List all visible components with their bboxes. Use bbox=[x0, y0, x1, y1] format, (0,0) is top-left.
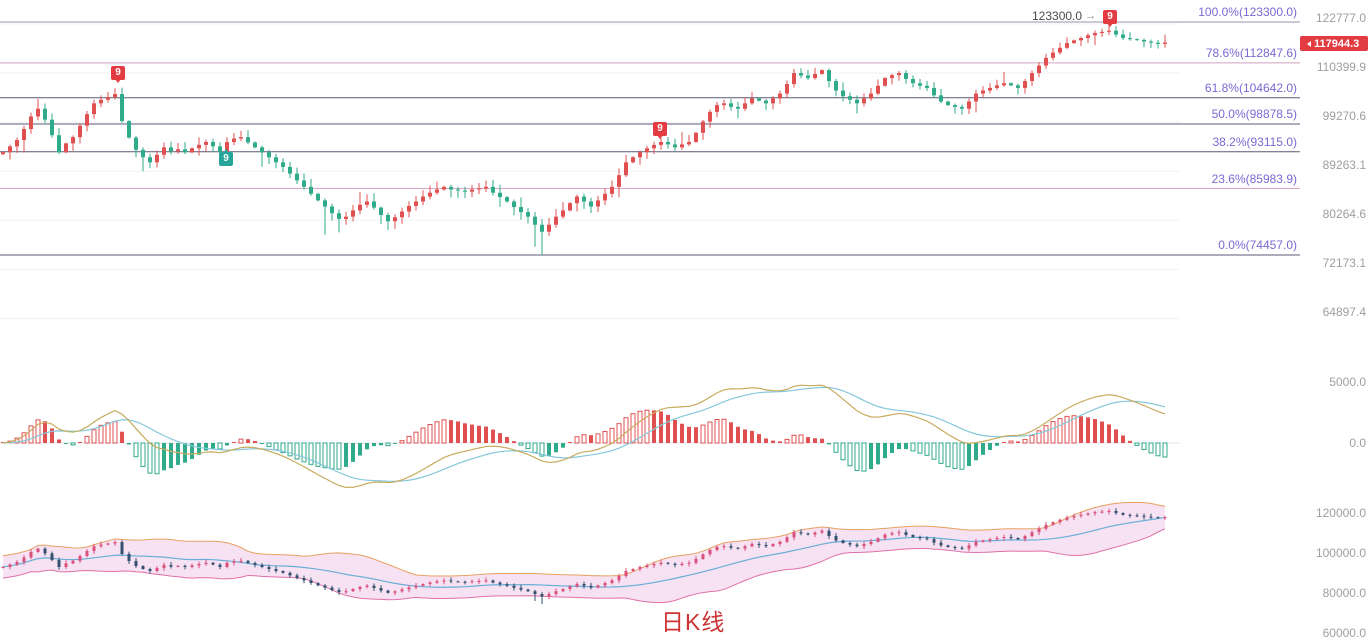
axis-tick-label: 64897.4 bbox=[1322, 305, 1366, 320]
axis-tick-label: 89263.1 bbox=[1322, 158, 1366, 173]
axis-tick-label: 72173.1 bbox=[1322, 256, 1366, 271]
axis-tick-label: 60000.0 bbox=[1322, 626, 1366, 640]
fib-level-label: 78.6%(112847.6) bbox=[1205, 45, 1297, 60]
price-pointer-icon bbox=[1304, 40, 1311, 47]
current-price-value: 117944.3 bbox=[1314, 37, 1360, 50]
fib-level-label: 23.6%(85983.9) bbox=[1211, 171, 1297, 186]
td-marker-9: 9 bbox=[1103, 10, 1117, 27]
fib-level-label: 38.2%(93115.0) bbox=[1212, 134, 1297, 149]
td-marker-9: 9 bbox=[219, 149, 233, 166]
axis-tick-label: 80000.0 bbox=[1322, 586, 1366, 600]
chart-type-watermark: 日K线 bbox=[661, 609, 726, 635]
arrow-right-icon: → bbox=[1085, 10, 1097, 22]
axis-tick-label: 120000.0 bbox=[1315, 506, 1366, 520]
axis-tick-label: 80264.6 bbox=[1322, 207, 1366, 222]
axis-tick-label: 5000.0 bbox=[1329, 375, 1366, 389]
fib-level-label: 61.8%(104642.0) bbox=[1204, 80, 1297, 95]
fib-level-label: 50.0%(98878.5) bbox=[1211, 106, 1297, 121]
current-price-badge: 117944.3 bbox=[1300, 36, 1368, 51]
fib-level-label: 100.0%(123300.0) bbox=[1198, 5, 1297, 19]
axis-tick-label: 110399.9 bbox=[1316, 60, 1366, 75]
axis-tick-label: 0.0 bbox=[1349, 436, 1366, 450]
axis-tick-label: 100000.0 bbox=[1315, 546, 1366, 560]
td-marker-9: 9 bbox=[111, 66, 125, 83]
axis-tick-label: 122777.0 bbox=[1315, 10, 1366, 25]
axis-tick-label: 99270.6 bbox=[1322, 109, 1366, 124]
fib-level-label: 0.0%(74457.0) bbox=[1218, 238, 1297, 252]
peak-price-value: 123300.0 bbox=[1032, 9, 1083, 23]
td-marker-9: 9 bbox=[653, 122, 667, 139]
peak-price-annotation: 123300.0 → bbox=[1032, 9, 1096, 23]
